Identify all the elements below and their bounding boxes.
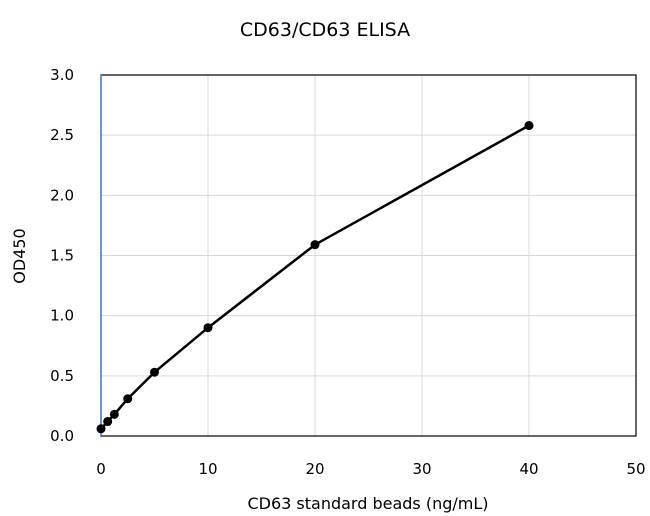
data-point xyxy=(524,121,534,131)
y-tick-label: 2.5 xyxy=(50,126,74,144)
data-point xyxy=(203,323,213,333)
y-tick-label: 1.5 xyxy=(50,247,74,265)
y-axis-label: OD450 xyxy=(10,228,29,283)
x-tick-labels: 0 10 20 30 40 50 xyxy=(96,460,645,478)
data-point xyxy=(310,240,320,250)
x-tick-label: 50 xyxy=(626,460,645,478)
y-tick-label: 0.5 xyxy=(50,367,74,385)
y-tick-label: 0.0 xyxy=(50,427,74,445)
y-tick-label: 3.0 xyxy=(50,66,74,84)
chart-title: CD63/CD63 ELISA xyxy=(240,19,410,41)
x-tick-label: 10 xyxy=(198,460,217,478)
x-axis-label: CD63 standard beads (ng/mL) xyxy=(247,494,488,513)
data-point xyxy=(109,409,119,419)
y-tick-label: 1.0 xyxy=(50,307,74,325)
series-group xyxy=(96,121,534,434)
data-point xyxy=(150,367,159,377)
data-point xyxy=(123,394,133,404)
data-point xyxy=(96,424,106,434)
gridlines xyxy=(101,75,636,436)
x-tick-label: 0 xyxy=(96,460,106,478)
data-point xyxy=(103,417,113,427)
y-tick-labels: 0.0 0.5 1.0 1.5 2.0 2.5 3.0 xyxy=(50,66,74,445)
x-tick-label: 20 xyxy=(305,460,324,478)
y-tick-label: 2.0 xyxy=(50,186,74,204)
x-tick-label: 30 xyxy=(412,460,431,478)
x-tick-label: 40 xyxy=(519,460,538,478)
